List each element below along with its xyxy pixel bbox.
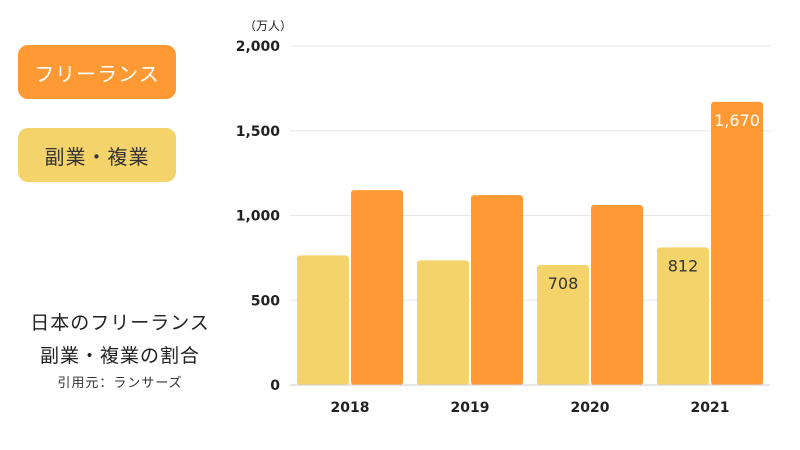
- legend-side-job-label: 副業・複業: [44, 144, 150, 169]
- bar-freelance-2020: [591, 204, 643, 385]
- y-tick-label: 1,500: [236, 124, 281, 140]
- y-axis-unit-label: （万人）: [244, 19, 292, 33]
- caption-title-line2: 副業・複業の割合: [39, 345, 200, 367]
- bar-side-job-2021: [657, 247, 709, 385]
- bar-side-job-2018: [297, 255, 349, 385]
- y-tick-label: 1,000: [236, 209, 281, 225]
- data-label: 1,670: [714, 111, 760, 130]
- bar-side-job-2020: [537, 264, 589, 385]
- data-label: 812: [668, 256, 699, 275]
- caption-title-line1: 日本のフリーランス: [30, 312, 210, 334]
- x-tick-label: 2018: [331, 400, 370, 416]
- bar-side-job-2019: [417, 260, 469, 385]
- y-tick-label: 0: [270, 378, 280, 394]
- bar-freelance-2021: [711, 101, 763, 385]
- legend-freelance: フリーランス: [18, 45, 176, 99]
- data-label: 708: [548, 274, 579, 293]
- x-tick-label: 2020: [571, 400, 610, 416]
- x-tick-label: 2021: [691, 400, 730, 416]
- y-tick-label: 500: [251, 293, 280, 309]
- y-tick-label: 2,000: [236, 39, 281, 55]
- legend-freelance-label: フリーランス: [34, 61, 160, 86]
- bar-freelance-2018: [351, 190, 403, 385]
- x-tick-label: 2019: [451, 400, 490, 416]
- legend-side-job: 副業・複業: [18, 128, 176, 182]
- bar-freelance-2019: [471, 195, 523, 385]
- caption-source: 引用元：ランサーズ: [57, 376, 183, 391]
